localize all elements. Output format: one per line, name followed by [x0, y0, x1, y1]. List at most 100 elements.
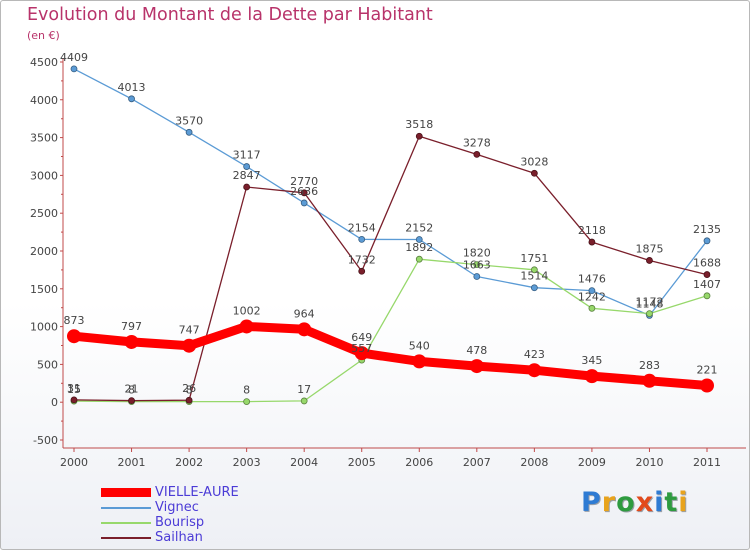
data-label-bourisp: 1407: [693, 278, 721, 291]
data-label-vielle-aure: 649: [351, 331, 372, 344]
y-tick-label: 1500: [30, 283, 58, 296]
series-point-vielle-aure: [239, 319, 254, 334]
legend-item-vignec[interactable]: Vignec: [101, 500, 321, 515]
data-label-vielle-aure: 283: [639, 359, 660, 372]
y-tick-label: -500: [33, 434, 58, 447]
logo-letter: i: [654, 487, 665, 518]
data-label-vielle-aure: 873: [64, 314, 85, 327]
series-point-vielle-aure: [297, 322, 312, 337]
series-point-vielle-aure: [182, 338, 197, 353]
data-label-vielle-aure: 1002: [233, 304, 261, 317]
legend-item-bourisp[interactable]: Bourisp: [101, 515, 321, 530]
data-label-sailhan: 3278: [463, 136, 491, 149]
series-point-sailhan: [358, 267, 366, 275]
x-tick-label: 2011: [693, 456, 721, 469]
y-tick-label: 3000: [30, 169, 58, 182]
x-tick-label: 2000: [60, 456, 88, 469]
legend-swatch: [101, 488, 151, 497]
data-label-sailhan: 1688: [693, 257, 721, 270]
series-point-vignec: [415, 236, 423, 243]
y-tick-label: 3500: [30, 132, 58, 145]
series-point-bourisp: [646, 310, 653, 317]
series-point-vielle-aure: [124, 334, 139, 349]
series-point-vignec: [358, 235, 366, 243]
logo-letter: x: [635, 487, 655, 518]
series-point-sailhan: [646, 257, 653, 264]
y-tick-label: 1000: [30, 321, 58, 334]
data-label-vignec: 2135: [693, 223, 721, 236]
series-point-vignec: [128, 95, 135, 103]
chart-subtitle: (en €): [27, 29, 60, 42]
data-label-bourisp: 1172: [635, 296, 663, 309]
x-tick-label: 2003: [233, 456, 261, 469]
data-label-bourisp: 8: [186, 384, 193, 397]
data-label-bourisp: 557: [351, 342, 372, 355]
series-point-bourisp: [473, 261, 481, 269]
series-line-vignec: [73, 68, 708, 317]
data-label-vignec: 1663: [463, 258, 491, 271]
series-point-sailhan: [703, 271, 711, 278]
x-tick-label: 2006: [405, 456, 433, 469]
data-label-vignec: 1148: [635, 297, 663, 310]
series-point-bourisp: [300, 397, 308, 405]
series-point-sailhan: [530, 169, 538, 177]
data-label-bourisp: 1892: [405, 241, 433, 254]
data-label-vignec: 4013: [118, 81, 146, 94]
data-label-vignec: 2152: [405, 222, 433, 235]
y-tick-label: 500: [37, 358, 58, 371]
y-tick-label: 4000: [30, 94, 58, 107]
data-label-sailhan: 26: [182, 382, 196, 395]
legend-item-vielle-aure[interactable]: VIELLE-AURE: [101, 485, 321, 500]
data-label-vielle-aure: 797: [121, 320, 142, 333]
series-point-bourisp: [415, 255, 423, 263]
legend-label: Bourisp: [155, 515, 205, 530]
y-tick-label: 4500: [30, 56, 58, 69]
data-label-bourisp: 8: [128, 384, 135, 397]
data-label-vielle-aure: 540: [409, 339, 430, 352]
data-label-sailhan: 2118: [578, 224, 606, 237]
logo-letter: t: [664, 487, 679, 518]
data-label-vignec: 4409: [60, 51, 88, 64]
legend-swatch: [101, 537, 151, 539]
x-tick-label: 2004: [290, 456, 318, 469]
series-point-vielle-aure: [700, 378, 714, 393]
data-label-vignec: 2636: [290, 185, 318, 198]
x-tick-label: 2002: [175, 456, 203, 469]
data-label-vielle-aure: 423: [524, 348, 545, 361]
x-tick-label: 2005: [348, 456, 376, 469]
data-label-bourisp: 8: [243, 384, 250, 397]
series-point-vielle-aure: [642, 373, 657, 388]
x-tick-label: 2007: [463, 456, 491, 469]
series-point-vignec: [243, 163, 251, 170]
y-tick-label: 0: [51, 396, 58, 409]
data-label-bourisp: 1751: [520, 252, 548, 265]
series-line-bourisp: [73, 258, 708, 403]
legend-label: VIELLE-AURE: [155, 485, 239, 500]
data-label-bourisp: 1820: [463, 247, 491, 260]
legend-swatch: [101, 522, 151, 524]
series-line-sailhan: [73, 135, 708, 402]
legend-swatch: [101, 507, 151, 509]
data-label-sailhan: 2847: [233, 169, 261, 182]
y-tick-label: 2500: [30, 207, 58, 220]
logo-letter: o: [616, 487, 636, 518]
legend-label: Sailhan: [155, 530, 203, 545]
logo-letter: i: [678, 487, 689, 518]
data-label-sailhan: 1875: [635, 242, 663, 255]
series-point-sailhan: [70, 396, 78, 404]
data-label-bourisp: 15: [67, 383, 81, 396]
series-point-vielle-aure: [67, 329, 81, 344]
data-label-sailhan: 3518: [405, 118, 433, 131]
x-tick-label: 2001: [118, 456, 146, 469]
series-point-vignec: [300, 199, 308, 207]
series-point-vignec: [473, 273, 481, 280]
data-label-vignec: 3570: [175, 114, 203, 127]
series-point-vignec: [703, 237, 711, 245]
x-tick-label: 2009: [578, 456, 606, 469]
logo-letter: r: [601, 487, 617, 518]
series-point-vignec: [185, 128, 193, 136]
legend-item-sailhan[interactable]: Sailhan: [101, 530, 321, 545]
series-point-bourisp: [588, 304, 596, 312]
